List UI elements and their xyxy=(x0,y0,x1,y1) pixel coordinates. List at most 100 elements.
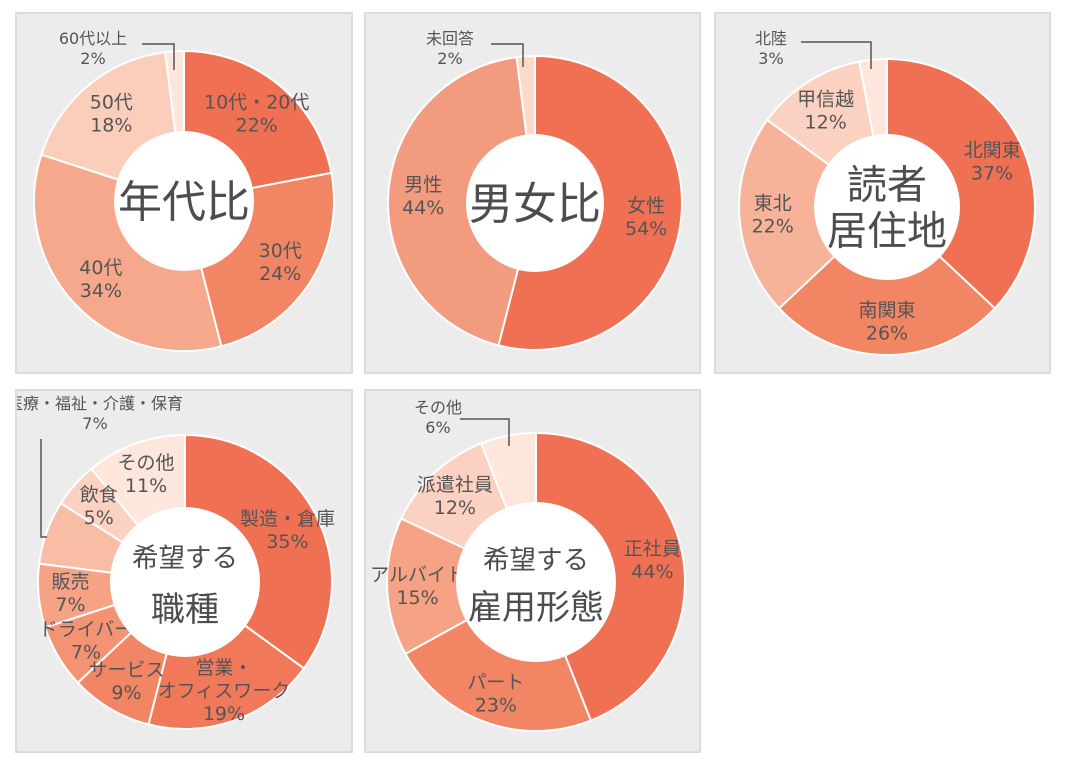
slice-percent-3: 7% xyxy=(71,642,101,664)
slice-name-6: 飲食 xyxy=(80,484,118,506)
chart-title-line-0: 希望する xyxy=(483,545,589,576)
chart-panel-gender: 女性 54% 男性 44% 未回答 2% 男女比 xyxy=(364,12,701,374)
slice-label-1: 男性 44% xyxy=(402,174,444,219)
leader-line-5 xyxy=(40,439,47,538)
slice-label-0: 製造・倉庫 35% xyxy=(240,508,335,553)
slice-percent-4: 2% xyxy=(80,49,105,68)
slice-name-0: 北関東 xyxy=(964,140,1021,162)
donut-slice-1 xyxy=(777,205,997,356)
slice-name-2: 40代 xyxy=(79,257,122,279)
chart-title-line-1: 居住地 xyxy=(827,208,947,254)
slice-label-3: 派遣社員 12% xyxy=(417,474,493,519)
donut-center xyxy=(466,134,604,272)
slice-name-0: 製造・倉庫 xyxy=(240,508,335,530)
chart-panel-employment-type: 正社員 44% パート 23% アルバイト 15% 派遣社員 12% その他 6% 希望する雇用形態 xyxy=(364,389,701,753)
slice-percent-2: 22% xyxy=(752,215,794,237)
slice-name-1: オフィスワーク xyxy=(158,680,291,702)
slice-label-0: 女性 54% xyxy=(625,195,667,240)
slice-percent-0: 44% xyxy=(631,561,673,583)
chart-title-line-0: 希望する xyxy=(132,543,238,574)
slice-percent-0: 54% xyxy=(625,218,667,240)
slice-label-7: その他 11% xyxy=(118,452,175,497)
slice-label-4: 販売 7% xyxy=(52,571,90,616)
slice-label-3: 50代 18% xyxy=(90,91,133,136)
leader-line-4 xyxy=(460,418,510,446)
slice-labels: 10代・20代 22% 30代 24% 40代 34% 50代 18% 60代以上 2% xyxy=(59,29,310,302)
slice-label-4: 北陸 3% xyxy=(755,29,787,68)
chart-title-line-0: 年代比 xyxy=(118,177,250,228)
chart-title: 男女比 xyxy=(469,179,601,230)
slice-name-2: アルバイト xyxy=(370,564,465,586)
slice-label-5: 医療・福祉・介護・保育 7% xyxy=(17,394,183,433)
donut-center xyxy=(456,502,616,662)
slice-percent-3: 12% xyxy=(805,111,847,133)
slice-percent-0: 37% xyxy=(971,163,1013,185)
chart-title-line-1: 雇用形態 xyxy=(468,588,604,628)
chart-title: 年代比 xyxy=(118,177,250,228)
slice-percent-4: 6% xyxy=(425,418,450,437)
leader-line-4 xyxy=(142,43,175,70)
donut-chart-gender: 女性 54% 男性 44% 未回答 2% 男女比 xyxy=(387,29,683,351)
donut-slice-2 xyxy=(738,118,889,310)
slice-percent-1: 23% xyxy=(475,695,517,717)
slice-labels: 女性 54% 男性 44% 未回答 2% xyxy=(402,29,667,240)
slice-name-3: 甲信越 xyxy=(797,88,854,110)
chart-title: 希望する職種 xyxy=(132,543,238,630)
donut-chart-job-type: 製造・倉庫 35%営業・オフィスワーク 19%サービス 9%ドライバー 7%販売 7%医療… xyxy=(17,394,335,730)
chart-panel-age: 10代・20代 22% 30代 24% 40代 34% 50代 18% 60代以上 2% 年代比 xyxy=(15,12,353,374)
slice-percent-4: 3% xyxy=(758,49,783,68)
slice-percent-2: 15% xyxy=(396,587,438,609)
chart-title-line-0: 読者 xyxy=(847,162,927,208)
chart-title-line-0: 男女比 xyxy=(469,179,601,230)
slice-name-3: 50代 xyxy=(90,91,133,113)
slice-label-0: 北関東 37% xyxy=(964,140,1021,185)
slice-label-6: 飲食 5% xyxy=(80,484,118,529)
slice-label-2: 未回答 2% xyxy=(426,29,474,68)
slice-name-1: パート xyxy=(467,672,524,694)
slice-name-7: その他 xyxy=(118,452,175,474)
slice-percent-2: 34% xyxy=(80,280,122,302)
slice-label-1: 30代 24% xyxy=(259,240,302,285)
slice-name-0: 正社員 xyxy=(624,538,681,560)
slice-name-4: その他 xyxy=(414,398,462,417)
leader-line-4 xyxy=(801,41,872,69)
slice-labels: 正社員 44% パート 23% アルバイト 15% 派遣社員 12% その他 6% xyxy=(370,398,681,717)
slice-percent-1: 24% xyxy=(259,263,301,285)
slice-percent-2: 9% xyxy=(111,682,141,704)
donut-chart-residence: 北関東 37% 南関東 26% 東北 22% 甲信越 12% 北陸 3% 読者居住地 xyxy=(738,29,1036,356)
slice-percent-3: 18% xyxy=(90,114,132,136)
donut-center xyxy=(814,134,960,280)
slice-label-4: その他 6% xyxy=(414,398,462,437)
slice-label-2: 40代 34% xyxy=(79,257,122,302)
slice-name-2: サービス xyxy=(88,659,164,681)
slice-label-2: アルバイト 15% xyxy=(370,564,465,609)
slice-percent-4: 7% xyxy=(55,594,85,616)
slice-name-2: 未回答 xyxy=(426,29,474,48)
slice-name-4: 北陸 xyxy=(755,29,787,48)
chart-panel-residence: 北関東 37% 南関東 26% 東北 22% 甲信越 12% 北陸 3% 読者居住地 xyxy=(714,12,1051,374)
slice-name-3: ドライバー xyxy=(39,619,134,641)
slice-label-2: サービス 9% xyxy=(88,659,164,704)
slice-percent-1: 26% xyxy=(866,323,908,345)
chart-panel-job-type: 製造・倉庫 35% 営業・オフィスワーク 19% サービス 9% ドライバー 7% 販売 7% 医療… xyxy=(15,389,353,753)
slice-label-1: 南関東 26% xyxy=(858,300,915,345)
chart-title-line-1: 職種 xyxy=(151,590,219,630)
slice-label-0: 10代・20代 22% xyxy=(204,91,309,136)
slice-label-3: ドライバー 7% xyxy=(39,619,134,664)
chart-title: 希望する雇用形態 xyxy=(468,545,604,628)
donut-chart-age: 10代・20代 22% 30代 24% 40代 34% 50代 18% 60代以上 2% 年代比 xyxy=(33,29,335,352)
donut-slice-1 xyxy=(387,56,537,347)
slice-name-1: 営業・ xyxy=(195,657,252,679)
slice-name-2: 東北 xyxy=(754,192,792,214)
slice-percent-1: 44% xyxy=(402,197,444,219)
slice-percent-0: 22% xyxy=(236,114,278,136)
slice-name-1: 南関東 xyxy=(858,300,915,322)
slice-labels: 製造・倉庫 35%営業・オフィスワーク 19%サービス 9%ドライバー 7%販売 7%医療… xyxy=(17,394,335,725)
donut-center xyxy=(110,507,260,657)
leader-line-2 xyxy=(491,43,524,67)
slice-name-1: 男性 xyxy=(404,174,442,196)
slice-percent-1: 19% xyxy=(203,703,245,725)
slice-label-1: 営業・オフィスワーク 19% xyxy=(158,657,291,725)
slice-name-3: 派遣社員 xyxy=(417,474,493,496)
slice-percent-5: 7% xyxy=(82,414,107,433)
